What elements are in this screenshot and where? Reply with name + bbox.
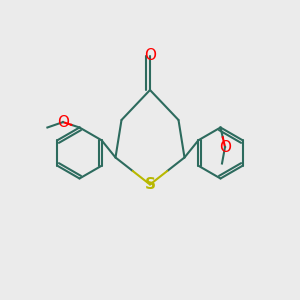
Text: O: O [57,115,69,130]
Text: O: O [144,48,156,63]
Text: O: O [219,140,231,154]
Text: S: S [145,177,155,192]
